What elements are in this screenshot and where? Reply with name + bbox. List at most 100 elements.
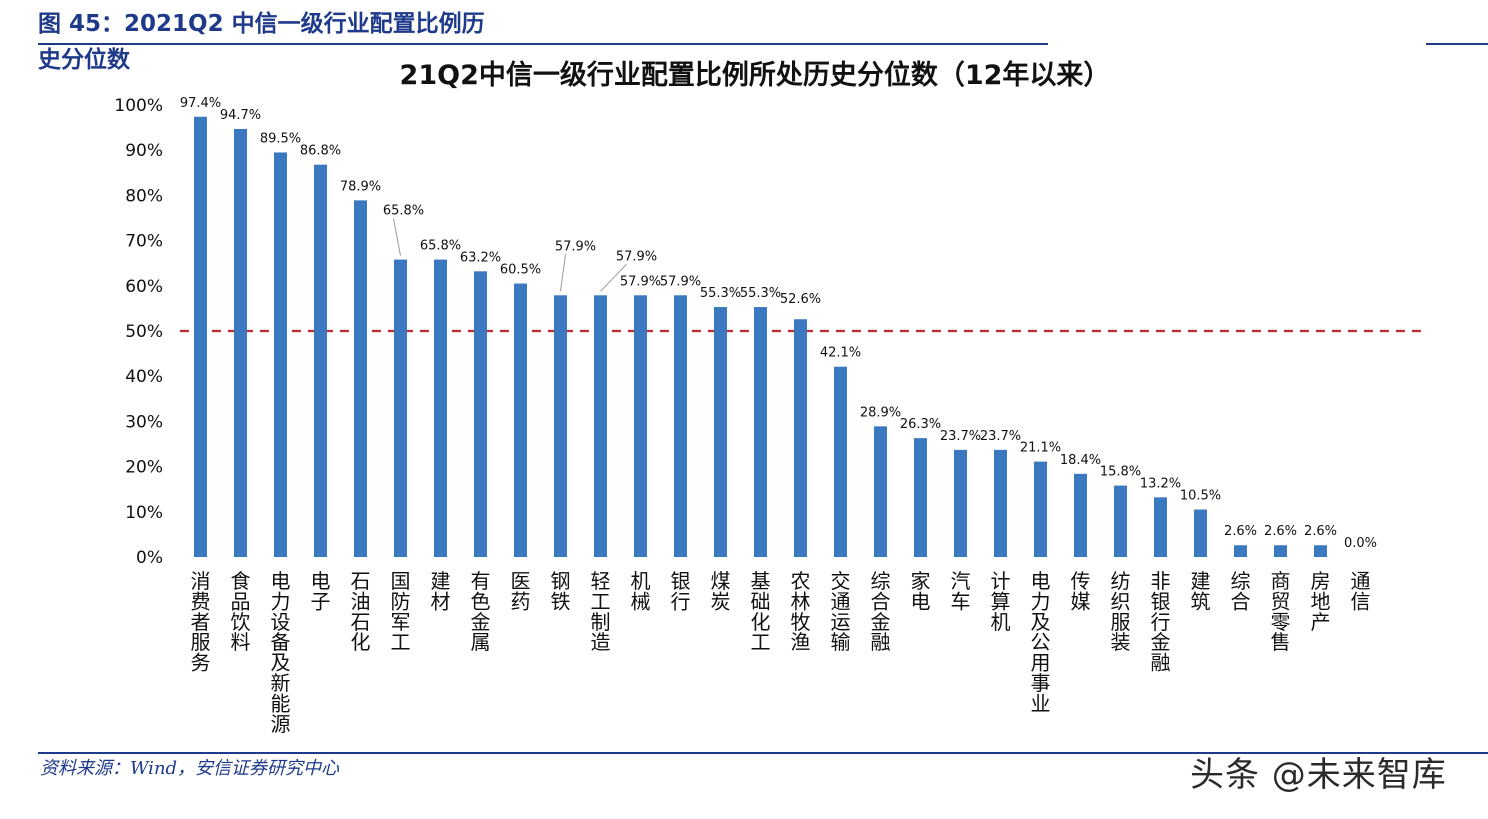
bar: [1114, 485, 1127, 557]
y-tick-label: 40%: [125, 367, 163, 387]
data-label: 57.9%: [555, 239, 596, 254]
data-label: 65.8%: [420, 239, 461, 254]
x-category-label: 电力设备及新能源: [271, 569, 291, 736]
x-category-label: 综合: [1231, 569, 1251, 613]
bar: [754, 307, 767, 557]
bar: [354, 200, 367, 557]
bar: [834, 366, 847, 557]
x-category-label: 银行: [671, 569, 691, 613]
bar: [234, 128, 247, 557]
bar: [314, 164, 327, 557]
y-tick-label: 100%: [114, 96, 163, 116]
x-category-label: 农林牧渔: [791, 569, 811, 654]
data-label: 78.9%: [340, 179, 381, 194]
data-label: 65.8%: [383, 204, 424, 219]
bar: [434, 259, 447, 557]
data-labels: 97.4%94.7%89.5%86.8%78.9%65.8%65.8%63.2%…: [180, 96, 1377, 551]
data-label: 23.7%: [980, 429, 1021, 444]
bar: [1314, 545, 1327, 557]
x-category-label: 通信: [1351, 569, 1371, 613]
header-rule: [38, 43, 1048, 45]
bar: [514, 283, 527, 557]
callout-leaders: [393, 218, 627, 292]
callout-leader: [393, 218, 401, 256]
x-category-label: 建材: [431, 569, 451, 613]
bar: [394, 259, 407, 557]
x-category-label: 钢铁: [551, 569, 571, 613]
data-label: 23.7%: [940, 429, 981, 444]
x-category-label: 轻工制造: [591, 569, 611, 654]
data-label: 57.9%: [620, 274, 661, 289]
data-label: 26.3%: [900, 417, 941, 432]
x-category-label: 房地产: [1311, 569, 1331, 634]
data-label: 57.9%: [660, 274, 701, 289]
x-category-label: 非银行金融: [1151, 569, 1171, 675]
bar: [1274, 545, 1287, 557]
x-category-label: 有色金属: [471, 569, 491, 654]
data-label: 28.9%: [860, 405, 901, 420]
y-tick-label: 70%: [125, 232, 163, 252]
watermark: 头条 @未来智库: [1190, 755, 1447, 795]
data-label: 55.3%: [700, 286, 741, 301]
bar: [1234, 545, 1247, 557]
bar: [1034, 461, 1047, 557]
bar: [1154, 497, 1167, 557]
data-label: 60.5%: [500, 263, 541, 278]
data-label: 2.6%: [1224, 524, 1257, 539]
x-category-label: 商贸零售: [1271, 569, 1291, 654]
data-label: 97.4%: [180, 96, 221, 111]
x-category-label: 传媒: [1071, 569, 1091, 613]
x-axis-categories: 消费者服务食品饮料电力设备及新能源电子石油石化国防军工建材有色金属医药钢铁轻工制…: [191, 569, 1371, 736]
bar: [874, 426, 887, 557]
x-category-label: 家电: [911, 569, 931, 613]
data-label: 57.9%: [616, 249, 657, 264]
source-note: 资料来源：Wind，安信证券研究中心: [40, 758, 340, 779]
x-category-label: 基础化工: [751, 569, 771, 654]
x-category-label: 石油石化: [351, 569, 371, 654]
bar: [594, 295, 607, 557]
bar: [634, 295, 647, 557]
x-category-label: 消费者服务: [191, 569, 211, 675]
y-tick-label: 10%: [125, 503, 163, 523]
data-label: 0.0%: [1344, 536, 1377, 551]
chart-title: 21Q2中信一级行业配置比例所处历史分位数（12年以来）: [400, 59, 1111, 91]
x-category-label: 医药: [511, 569, 531, 613]
data-label: 13.2%: [1140, 476, 1181, 491]
header-rule-right: [1426, 43, 1488, 45]
y-tick-label: 0%: [136, 548, 163, 568]
bar: [674, 295, 687, 557]
data-label: 42.1%: [820, 346, 861, 361]
x-category-label: 食品饮料: [231, 569, 251, 654]
y-tick-label: 50%: [125, 322, 163, 342]
data-label: 89.5%: [260, 131, 301, 146]
y-tick-label: 60%: [125, 277, 163, 297]
y-tick-label: 20%: [125, 458, 163, 478]
bar: [714, 307, 727, 557]
bar: [474, 271, 487, 557]
bar: [954, 449, 967, 557]
data-label: 63.2%: [460, 250, 501, 265]
x-category-label: 综合金融: [871, 569, 891, 654]
x-category-label: 计算机: [991, 569, 1011, 634]
x-category-label: 煤炭: [711, 569, 731, 613]
x-category-label: 建筑: [1191, 569, 1211, 613]
x-category-label: 电力及公用事业: [1031, 569, 1051, 715]
x-category-label: 国防军工: [391, 569, 411, 654]
bar: [194, 116, 207, 557]
y-tick-label: 30%: [125, 412, 163, 432]
x-category-label: 汽车: [951, 569, 971, 613]
data-label: 2.6%: [1304, 524, 1337, 539]
bar: [274, 152, 287, 557]
footer-rule: [38, 752, 1488, 754]
data-label: 86.8%: [300, 144, 341, 159]
bar: [794, 319, 807, 557]
y-tick-label: 80%: [125, 186, 163, 206]
x-category-label: 电子: [311, 569, 331, 613]
data-label: 55.3%: [740, 286, 781, 301]
data-label: 15.8%: [1100, 465, 1141, 480]
bars: [194, 116, 1327, 557]
callout-leader: [600, 263, 627, 292]
callout-leader: [560, 254, 566, 292]
figure-header: 图 45：2021Q2 中信一级行业配置比例历史分位数: [38, 11, 485, 73]
x-category-label: 交通运输: [831, 569, 851, 654]
